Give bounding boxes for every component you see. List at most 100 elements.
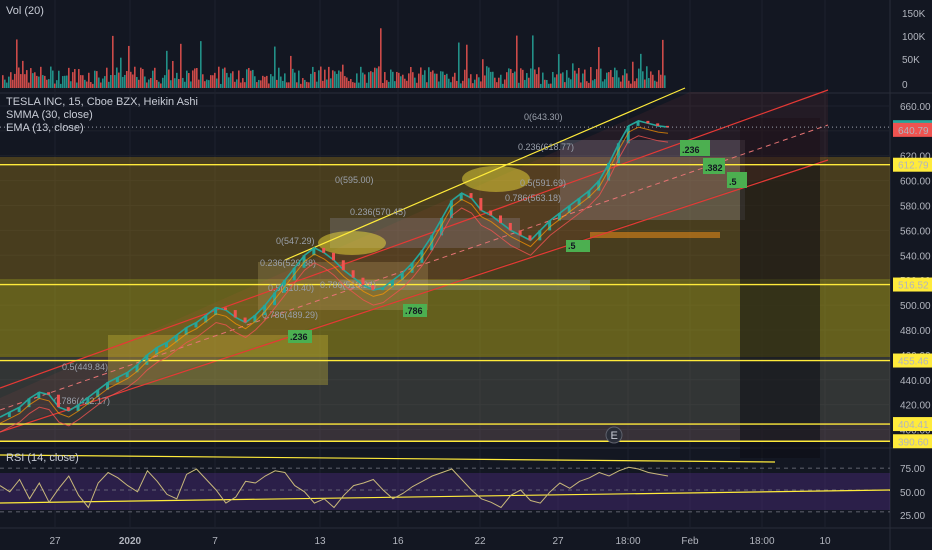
volume-bar xyxy=(614,67,616,88)
volume-bar xyxy=(86,81,88,88)
volume-bar xyxy=(248,67,250,88)
volume-bar xyxy=(406,80,408,88)
legend-ema[interactable]: EMA (13, close) xyxy=(6,122,84,134)
volume-bar xyxy=(328,66,330,88)
volume-bar xyxy=(636,78,638,88)
price-candle xyxy=(361,277,365,286)
volume-bar xyxy=(300,83,302,88)
volume-bar xyxy=(382,82,384,88)
highlight-ellipse[interactable] xyxy=(318,231,386,255)
volume-bar xyxy=(638,68,640,88)
fib-labels: 0(643.30) 0.236(618.77) 0.5(591.69) 0.786(5… xyxy=(54,112,574,406)
volume-bar xyxy=(92,83,94,88)
volume-bar xyxy=(228,77,230,88)
fib-level-label: 0(595.00) xyxy=(335,175,374,185)
volume-bars xyxy=(2,28,666,88)
channel-lower-line[interactable] xyxy=(0,159,829,433)
earnings-event-marker[interactable]: E xyxy=(605,426,623,444)
fib-level-label: 0.5(449.84) xyxy=(62,362,108,372)
channel-upper-line[interactable] xyxy=(0,89,829,389)
volume-bar xyxy=(510,69,512,88)
legend-symbol[interactable]: TESLA INC, 15, Cboe BZX, Heikin Ashi xyxy=(6,96,198,108)
price-candle xyxy=(449,200,453,218)
volume-bar xyxy=(514,71,516,88)
volume-bar xyxy=(48,79,50,88)
price-candle xyxy=(56,394,60,408)
volume-bar xyxy=(592,80,594,88)
price-tick-label: 620.00 xyxy=(900,152,931,163)
fib-level-label: 0.5(591.69) xyxy=(520,178,566,188)
volume-bar xyxy=(38,76,40,88)
volume-bar xyxy=(174,78,176,88)
volume-bar xyxy=(138,79,140,88)
highlight-ellipse[interactable] xyxy=(462,166,530,192)
price-candle xyxy=(253,315,257,323)
volume-bar xyxy=(484,75,486,88)
rsi-trendline[interactable] xyxy=(0,489,891,504)
volume-bar xyxy=(548,83,550,88)
volume-bar xyxy=(184,81,186,88)
time-tick-label: 7 xyxy=(212,536,218,547)
fib-level-label: 0(643.30) xyxy=(524,112,563,122)
event-circle[interactable] xyxy=(605,426,623,444)
volume-bar xyxy=(102,78,104,88)
volume-bar xyxy=(624,69,626,88)
volume-bar xyxy=(238,70,240,88)
volume-tick-label: 50K xyxy=(902,55,920,66)
volume-bar xyxy=(588,82,590,88)
volume-bar xyxy=(544,79,546,88)
price-candle xyxy=(557,212,561,221)
volume-bar xyxy=(112,35,114,88)
volume-bar xyxy=(56,80,58,88)
volume-bar xyxy=(212,75,214,88)
volume-bar xyxy=(186,70,188,88)
price-candle xyxy=(155,347,159,355)
volume-bar xyxy=(476,74,478,88)
channel-mid-line[interactable] xyxy=(0,124,829,411)
ema-line xyxy=(0,126,669,424)
time-axis[interactable]: 27 2020 7 13 16 22 27 18:00 Feb 18:00 10 xyxy=(49,536,831,547)
price-candle xyxy=(27,398,31,408)
volume-bar xyxy=(660,74,662,88)
volume-bar xyxy=(144,76,146,88)
volume-bar xyxy=(2,75,4,88)
volume-bar xyxy=(178,79,180,88)
volume-bar xyxy=(18,67,20,88)
volume-bar xyxy=(594,79,596,88)
price-series xyxy=(0,120,669,433)
time-tick-label: 27 xyxy=(552,536,564,547)
rsi-trendline[interactable] xyxy=(0,454,776,463)
trendline-yellow[interactable] xyxy=(284,87,686,261)
fib-level-label: 0.236(529.88) xyxy=(260,258,316,268)
volume-bar xyxy=(204,81,206,88)
volume-bar xyxy=(490,71,492,88)
rsi-title[interactable]: RSI (14, close) xyxy=(6,452,79,464)
price-tag-label: 612.79 xyxy=(898,161,929,172)
volume-bar xyxy=(304,79,306,88)
volume-bar xyxy=(296,82,298,88)
volume-bar xyxy=(344,76,346,88)
volume-bar xyxy=(600,68,602,88)
volume-bar xyxy=(44,75,46,88)
volume-bar xyxy=(496,82,498,88)
price-tag-label: 390.60 xyxy=(898,437,929,448)
price-candle xyxy=(351,270,355,278)
volume-bar xyxy=(196,68,198,88)
price-candle xyxy=(322,247,326,253)
volume-bar xyxy=(656,81,658,88)
volume-bar xyxy=(284,73,286,88)
volume-bar xyxy=(64,75,66,88)
volume-bar xyxy=(98,77,100,88)
legend-smma[interactable]: SMMA (30, close) xyxy=(6,109,93,121)
fib-tag-label: .236 xyxy=(682,145,700,155)
price-candle xyxy=(17,407,21,413)
price-candle xyxy=(341,260,345,271)
fib-level-label: 0.786(563.18) xyxy=(505,193,561,203)
volume-bar xyxy=(76,82,78,88)
price-candle xyxy=(440,217,444,236)
volume-bar xyxy=(534,69,536,88)
volume-bar xyxy=(278,67,280,88)
volume-bar xyxy=(368,72,370,88)
fib-tag-box xyxy=(566,240,590,252)
